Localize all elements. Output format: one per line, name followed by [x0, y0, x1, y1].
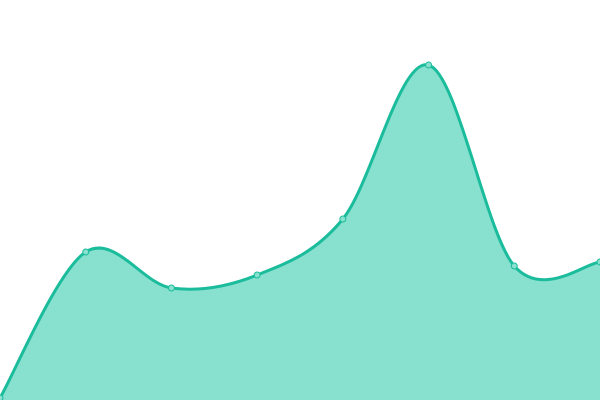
data-point-4	[339, 215, 347, 223]
data-point-0	[0, 394, 4, 400]
data-point-1	[82, 248, 90, 256]
data-point-5	[425, 61, 433, 69]
data-point-7	[596, 258, 600, 266]
data-markers	[0, 61, 600, 400]
area-fill	[0, 64, 600, 400]
data-point-3	[253, 271, 261, 279]
data-point-6	[510, 262, 518, 270]
data-point-2	[167, 284, 175, 292]
